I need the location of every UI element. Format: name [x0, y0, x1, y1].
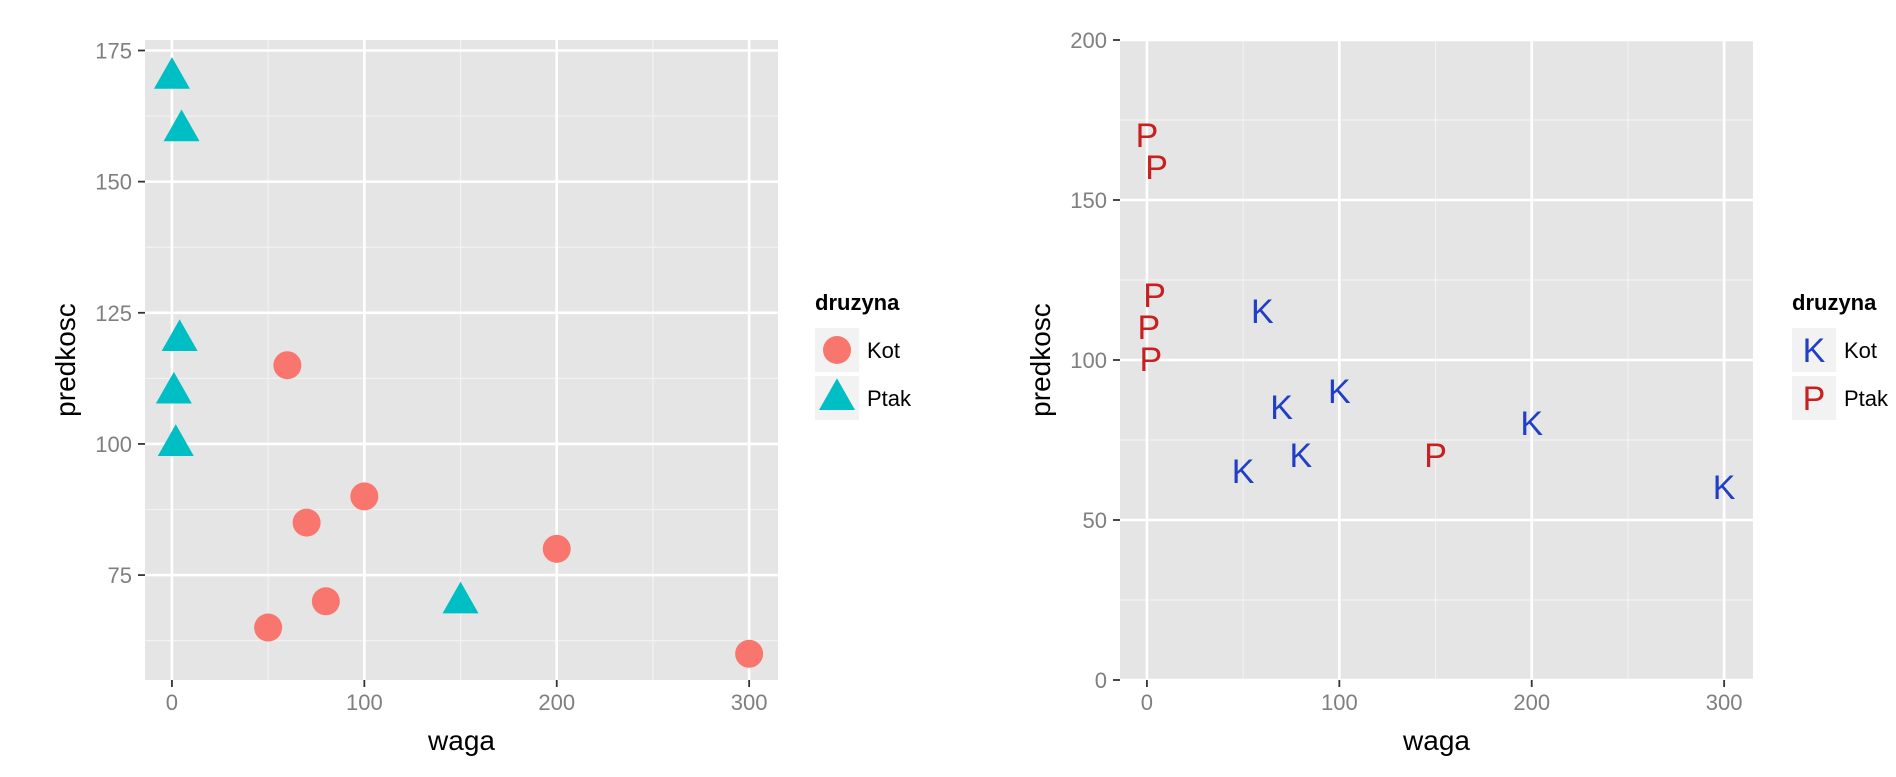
x-tick-label: 100 [346, 690, 383, 715]
data-point-ptak: P [1145, 149, 1168, 187]
data-point-kot [350, 482, 379, 511]
data-point-kot [735, 639, 764, 668]
y-axis-title: predkosc [50, 303, 81, 417]
legend-label: Ptak [867, 386, 912, 411]
data-point-ptak: P [1424, 437, 1447, 475]
legend-label: Kot [1844, 338, 1877, 363]
data-point-kot: K [1270, 389, 1293, 427]
plot-background [145, 40, 778, 680]
legend-key-ptak: P [1803, 380, 1826, 418]
data-point-ptak [153, 57, 190, 89]
y-tick-label: 100 [1070, 348, 1107, 373]
legend: druzyna K Kot P Ptak [1792, 290, 1889, 420]
data-point-ptak [161, 319, 198, 352]
y-tick-label: 0 [1095, 668, 1107, 693]
data-point-kot [311, 587, 340, 616]
x-tick-label: 300 [731, 690, 768, 715]
x-tick-label: 200 [1513, 690, 1550, 715]
legend-key-kot: K [1803, 332, 1826, 370]
data-point-ptak [163, 109, 200, 142]
y-tick-label: 200 [1070, 28, 1107, 53]
x-tick-label: 0 [1141, 690, 1153, 715]
data-point-kot: K [1713, 469, 1736, 507]
chart-panel-1: 0 100 200 300 75 100 125 150 175 waga predkosc druz… [50, 38, 912, 756]
data-point-ptak [157, 424, 194, 456]
legend-title: druzyna [815, 290, 900, 315]
data-point-ptak [155, 371, 192, 404]
x-tick-label: 300 [1706, 690, 1743, 715]
data-point-ptak [442, 581, 479, 614]
x-tick-label: 100 [1321, 690, 1358, 715]
legend-key-ptak [819, 378, 855, 411]
y-tick-label: 150 [1070, 188, 1107, 213]
data-point-ptak: P [1143, 277, 1166, 315]
data-point-kot: K [1520, 405, 1543, 443]
data-point-ptak: P [1139, 341, 1162, 379]
y-axis-title: predkosc [1025, 303, 1056, 417]
x-tick-label: 200 [538, 690, 575, 715]
y-tick-label: 175 [95, 38, 132, 63]
y-tick-label: 125 [95, 301, 132, 326]
x-axis-title: waga [1402, 725, 1470, 756]
legend-label: Kot [867, 338, 900, 363]
legend-label: Ptak [1844, 386, 1889, 411]
y-tick-label: 150 [95, 170, 132, 195]
data-point-kot: K [1290, 437, 1313, 475]
y-tick-label: 75 [108, 563, 132, 588]
x-axis-title: waga [427, 725, 495, 756]
data-point-kot [254, 613, 283, 642]
legend-key-box [1792, 376, 1836, 420]
data-point-ptak: P [1138, 309, 1161, 347]
data-point-kot [542, 534, 571, 563]
legend-key-kot [823, 336, 851, 364]
legend: druzyna Kot Ptak [815, 290, 912, 420]
data-point-kot: K [1251, 293, 1274, 331]
chart-panel-2: 0 100 200 300050100150200wagapredkoscKKKKKK… [1025, 28, 1889, 756]
data-point-ptak: P [1136, 117, 1159, 155]
data-point-kot: K [1232, 453, 1255, 491]
legend-key-box [1792, 328, 1836, 372]
y-tick-label: 50 [1083, 508, 1107, 533]
x-tick-label: 0 [166, 690, 178, 715]
data-point-kot: K [1328, 373, 1351, 411]
legend-title: druzyna [1792, 290, 1877, 315]
data-point-kot [273, 351, 302, 380]
y-tick-label: 100 [95, 432, 132, 457]
data-point-kot [292, 508, 321, 537]
